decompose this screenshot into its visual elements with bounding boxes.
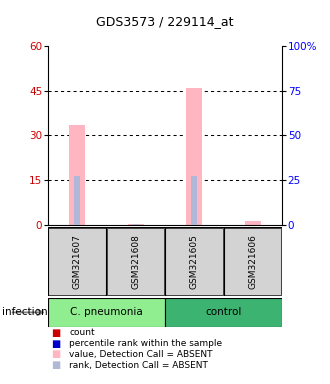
Bar [74,176,80,225]
Text: ■: ■ [51,339,60,349]
Text: C. pneumonia: C. pneumonia [70,307,143,318]
Text: infection: infection [2,307,47,318]
Bar [69,125,85,225]
Text: ■: ■ [51,349,60,359]
Text: GSM321608: GSM321608 [131,234,140,288]
Bar [245,221,261,225]
Bar [48,298,165,327]
Text: GSM321607: GSM321607 [73,234,82,288]
Bar [107,228,164,295]
Bar [224,228,281,295]
Bar [133,224,139,225]
Bar [48,228,106,295]
Text: percentile rank within the sample: percentile rank within the sample [69,339,222,348]
Text: count: count [69,328,95,338]
Bar [165,298,282,327]
Text: GSM321605: GSM321605 [190,234,199,288]
Bar [186,88,203,225]
Text: rank, Detection Call = ABSENT: rank, Detection Call = ABSENT [69,361,208,370]
Text: ■: ■ [51,360,60,370]
Bar [191,175,197,225]
Bar [165,228,223,295]
Bar [127,224,144,225]
Text: GSM321606: GSM321606 [248,234,257,288]
Text: GDS3573 / 229114_at: GDS3573 / 229114_at [96,15,234,28]
Text: control: control [205,307,242,318]
Text: value, Detection Call = ABSENT: value, Detection Call = ABSENT [69,350,213,359]
Text: ■: ■ [51,328,60,338]
